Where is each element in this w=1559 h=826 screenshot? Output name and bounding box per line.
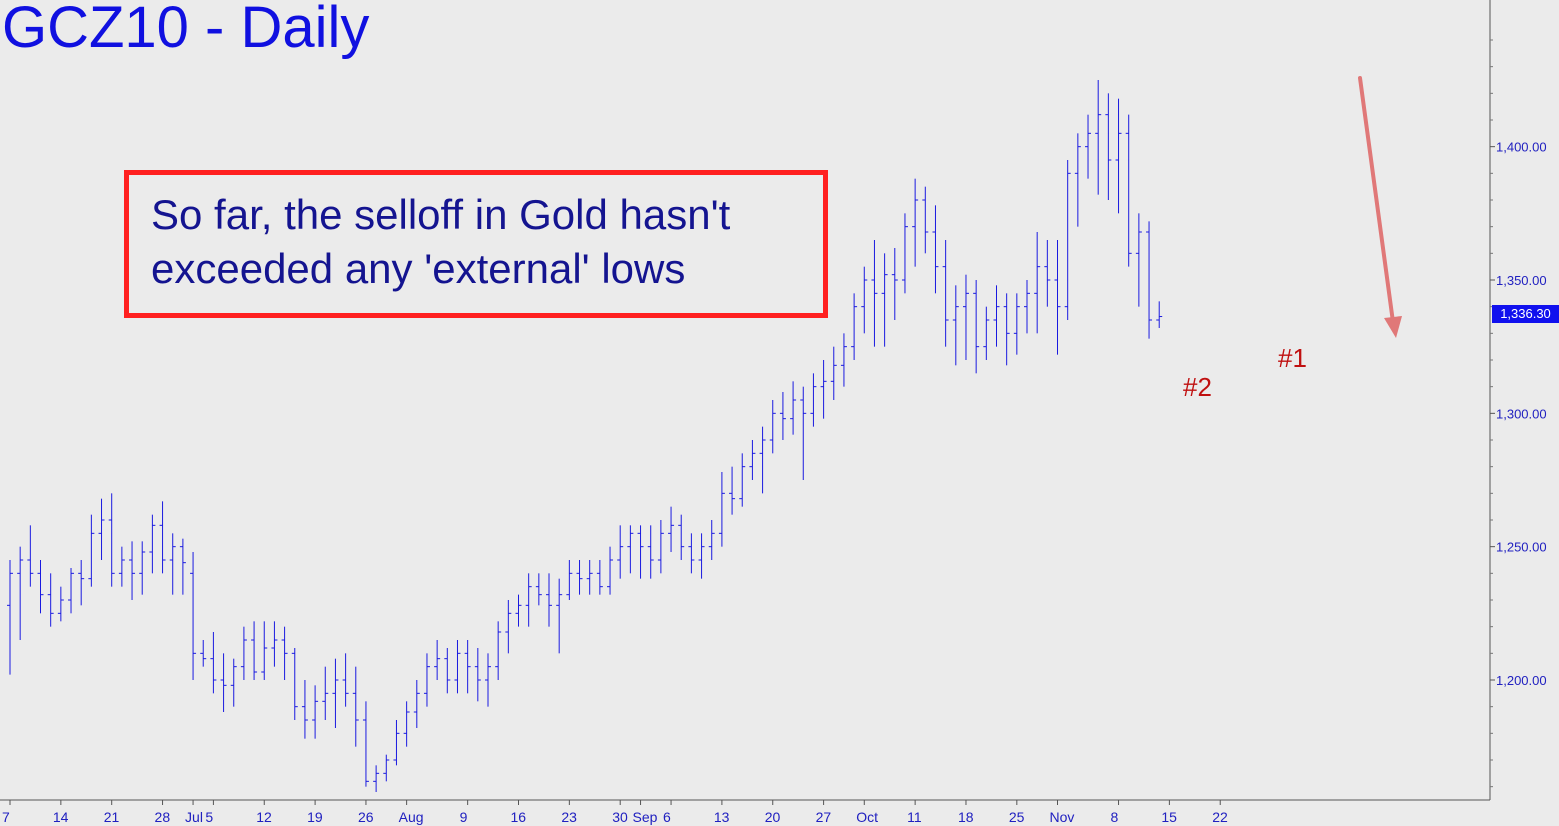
x-tick-label: 18 — [958, 809, 974, 825]
last-price-tag: 1,336.30 — [1492, 305, 1559, 323]
x-tick-label: 23 — [561, 809, 577, 825]
y-tick-label: 1,350.00 — [1496, 273, 1547, 288]
x-tick-label: Jul — [185, 809, 203, 825]
x-tick-label: 30 — [612, 809, 628, 825]
x-tick-label: 20 — [765, 809, 781, 825]
annotation-line-2: exceeded any 'external' lows — [151, 245, 686, 292]
x-tick-label: Nov — [1050, 809, 1075, 825]
x-tick-label: 16 — [511, 809, 527, 825]
x-tick-label: 26 — [358, 809, 374, 825]
x-tick-label: 21 — [104, 809, 120, 825]
x-tick-label: Oct — [856, 809, 878, 825]
x-tick-label: 28 — [155, 809, 171, 825]
y-tick-label: 1,200.00 — [1496, 673, 1547, 688]
x-tick-label: 15 — [1161, 809, 1177, 825]
decline-arrow-shaft — [1358, 76, 1395, 324]
x-tick-label: 6 — [663, 809, 671, 825]
x-tick-label: 9 — [460, 809, 468, 825]
low-marker-2: #2 — [1183, 372, 1212, 402]
x-tick-label: 11 — [907, 809, 922, 825]
x-tick-label: Sep — [633, 809, 658, 825]
x-tick-label: 14 — [53, 809, 69, 825]
x-tick-label: 22 — [1212, 809, 1228, 825]
annotation-box: So far, the selloff in Gold hasn't excee… — [124, 170, 828, 318]
x-tick-label: 13 — [714, 809, 730, 825]
x-tick-label: 7 — [2, 809, 10, 825]
x-tick-label: 27 — [816, 809, 832, 825]
x-tick-label: 19 — [307, 809, 323, 825]
decline-arrow-head — [1384, 316, 1402, 338]
x-tick-label: 5 — [205, 809, 213, 825]
annotation-line-1: So far, the selloff in Gold hasn't — [151, 191, 731, 238]
y-tick-label: 1,300.00 — [1496, 406, 1547, 421]
x-tick-label: 12 — [256, 809, 272, 825]
low-marker-1: #1 — [1278, 343, 1307, 373]
chart-title: GCZ10 - Daily — [2, 0, 370, 60]
y-tick-label: 1,400.00 — [1496, 140, 1547, 155]
y-tick-label: 1,250.00 — [1496, 540, 1547, 555]
x-tick-label: 8 — [1111, 809, 1119, 825]
x-tick-label: 25 — [1009, 809, 1025, 825]
x-tick-label: Aug — [399, 809, 424, 825]
